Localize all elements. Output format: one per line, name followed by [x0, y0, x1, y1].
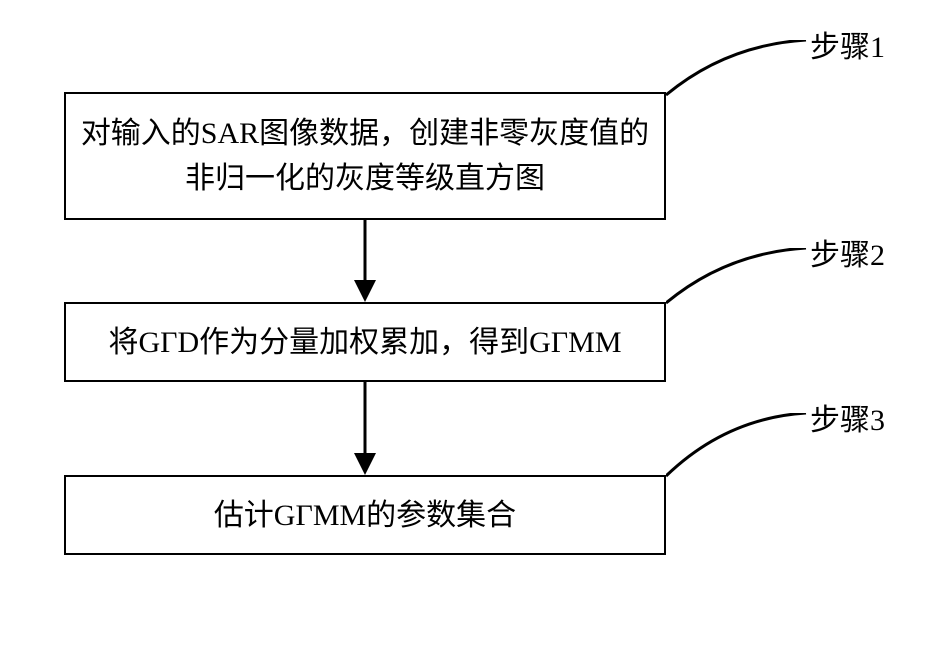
node-2-text: 将GΓD作为分量加权累加，得到GΓMM: [108, 320, 621, 365]
flowchart-node-3: 估计GΓMM的参数集合: [64, 475, 666, 555]
flowchart-node-2: 将GΓD作为分量加权累加，得到GΓMM: [64, 302, 666, 382]
step-curve-3: [666, 413, 816, 481]
flowchart-node-1: 对输入的SAR图像数据，创建非零灰度值的非归一化的灰度等级直方图: [64, 92, 666, 220]
node-1-text: 对输入的SAR图像数据，创建非零灰度值的非归一化的灰度等级直方图: [78, 111, 652, 201]
flowchart-container: 对输入的SAR图像数据，创建非零灰度值的非归一化的灰度等级直方图 将GΓD作为分…: [0, 0, 942, 659]
step-curve-1: [666, 40, 816, 100]
step-curve-2: [666, 248, 816, 308]
step-label-1: 步骤1: [810, 22, 885, 66]
node-3-text: 估计GΓMM的参数集合: [214, 493, 516, 538]
arrow-2-3: [350, 382, 380, 475]
arrow-1-2: [350, 220, 380, 302]
step-label-2: 步骤2: [810, 230, 885, 274]
step-label-3: 步骤3: [810, 395, 885, 439]
